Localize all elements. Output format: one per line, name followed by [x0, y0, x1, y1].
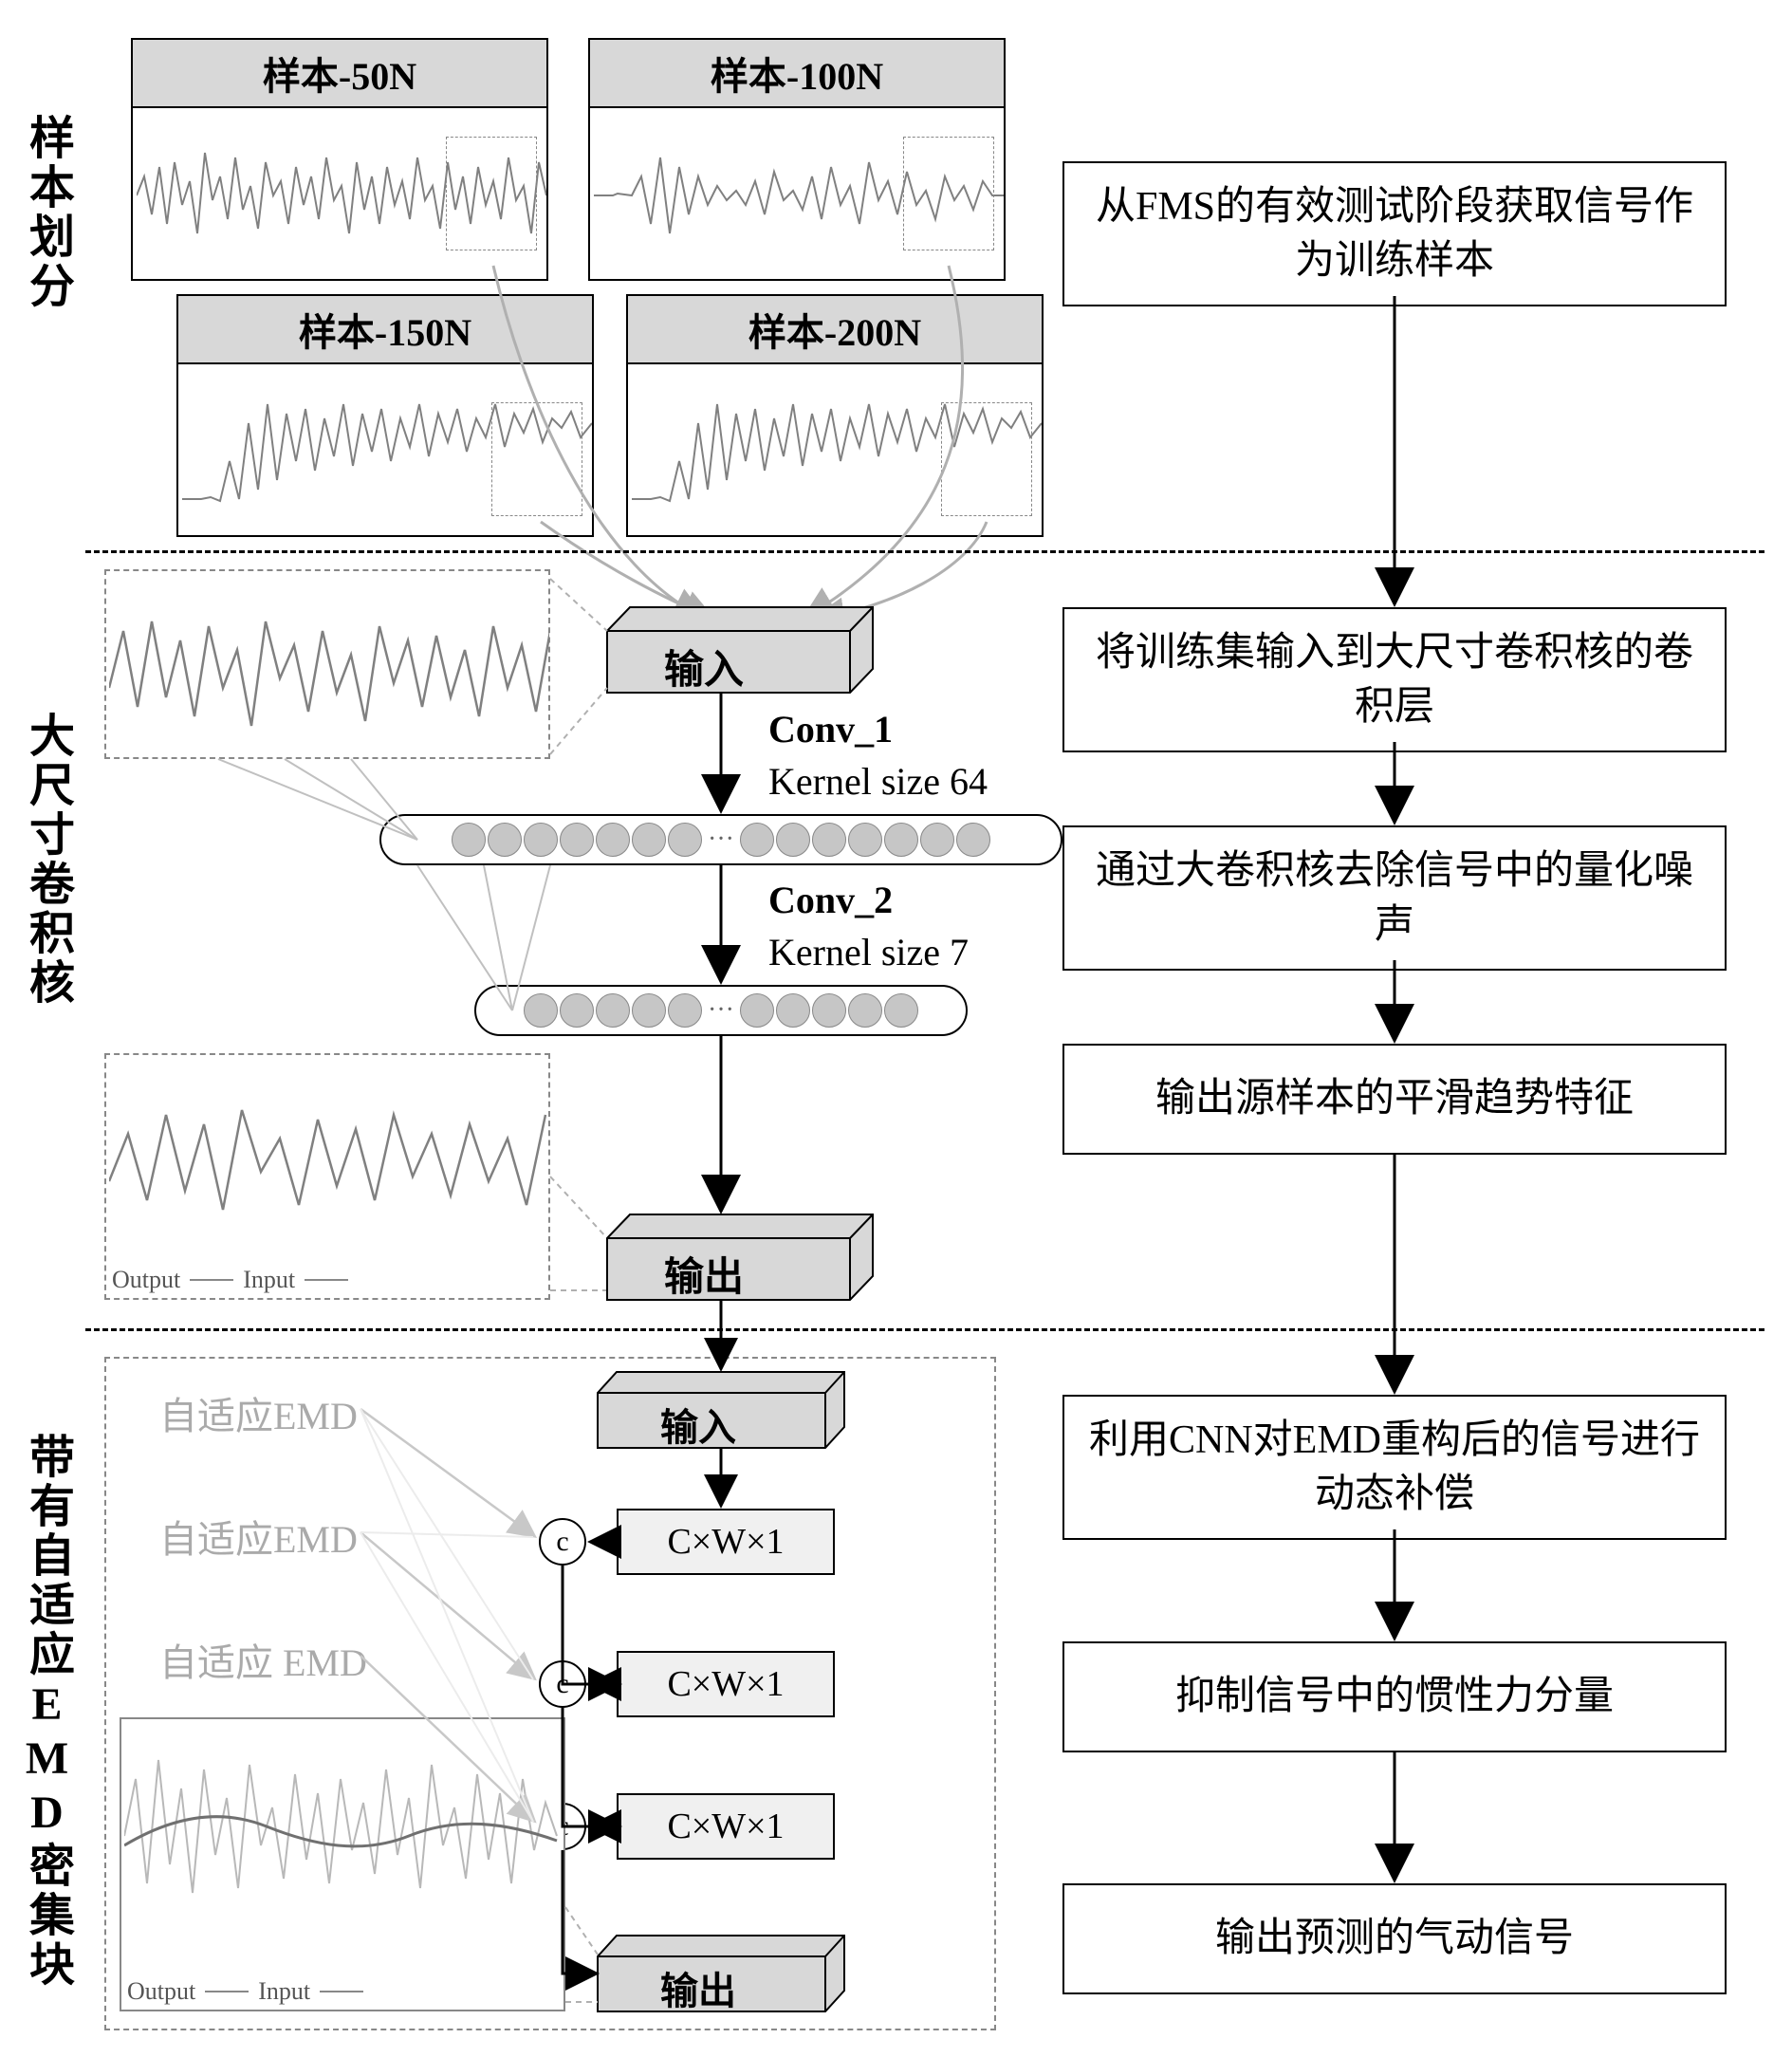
flow-step-7: 输出预测的气动信号: [1062, 1883, 1727, 1994]
section-label-2: 大尺寸卷积核: [13, 712, 80, 1008]
emd-label-3: 自适应 EMD: [159, 1632, 367, 1687]
zoom-input-wave: [104, 569, 550, 759]
section-label-3: 带有自适应EMD密集块: [13, 1433, 80, 1990]
conv2-kernel-pill: ···: [474, 985, 968, 1036]
sample-200n: 样本-200N: [626, 294, 1044, 537]
zoom2-legend: Output Input: [112, 1266, 348, 1294]
emd-label-2: 自适应EMD: [159, 1509, 358, 1564]
dense-block-3: C×W×1: [617, 1793, 835, 1860]
section-divider-1: [85, 550, 1764, 553]
dense-block-2: C×W×1: [617, 1651, 835, 1717]
concat-1: c: [539, 1518, 586, 1566]
input-label: 输入: [664, 638, 744, 695]
flow-step-1: 从FMS的有效测试阶段获取信号作为训练样本: [1062, 161, 1727, 306]
output-label-s3: 输出: [660, 1960, 736, 2015]
zoom-output-wave: Output Input: [104, 1053, 550, 1300]
flow-step-5: 利用CNN对EMD重构后的信号进行动态补偿: [1062, 1395, 1727, 1540]
sample-100n: 样本-100N: [588, 38, 1006, 281]
output-label-s2: 输出: [664, 1245, 744, 1303]
sample-150n-title: 样本-150N: [178, 296, 592, 364]
dense-block-1: C×W×1: [617, 1509, 835, 1575]
sample-100n-title: 样本-100N: [590, 40, 1004, 108]
flow-step-4: 输出源样本的平滑趋势特征: [1062, 1044, 1727, 1155]
flow-step-2: 将训练集输入到大尺寸卷积核的卷积层: [1062, 607, 1727, 752]
sample-50n-title: 样本-50N: [133, 40, 546, 108]
sample-200n-title: 样本-200N: [628, 296, 1042, 364]
zoom3-legend: Output Input: [127, 1977, 363, 2006]
zoom-emd-wave: Output Input: [120, 1717, 565, 2011]
flow-step-3: 通过大卷积核去除信号中的量化噪声: [1062, 825, 1727, 971]
sample-50n: 样本-50N: [131, 38, 548, 281]
conv2-label: Conv_2: [768, 878, 893, 922]
conv1-label: Conv_1: [768, 707, 893, 751]
sample-150n: 样本-150N: [176, 294, 594, 537]
section-label-1: 样本划分: [13, 114, 80, 311]
section-divider-2: [85, 1328, 1764, 1331]
input-label-s3: 输入: [660, 1397, 736, 1452]
emd-label-1: 自适应EMD: [159, 1385, 358, 1440]
conv1-kernel-pill: ···: [379, 814, 1062, 865]
flow-step-6: 抑制信号中的惯性力分量: [1062, 1641, 1727, 1752]
ksize1-label: Kernel size 64: [768, 759, 988, 804]
ksize2-label: Kernel size 7: [768, 930, 969, 974]
concat-2: c: [539, 1660, 586, 1708]
